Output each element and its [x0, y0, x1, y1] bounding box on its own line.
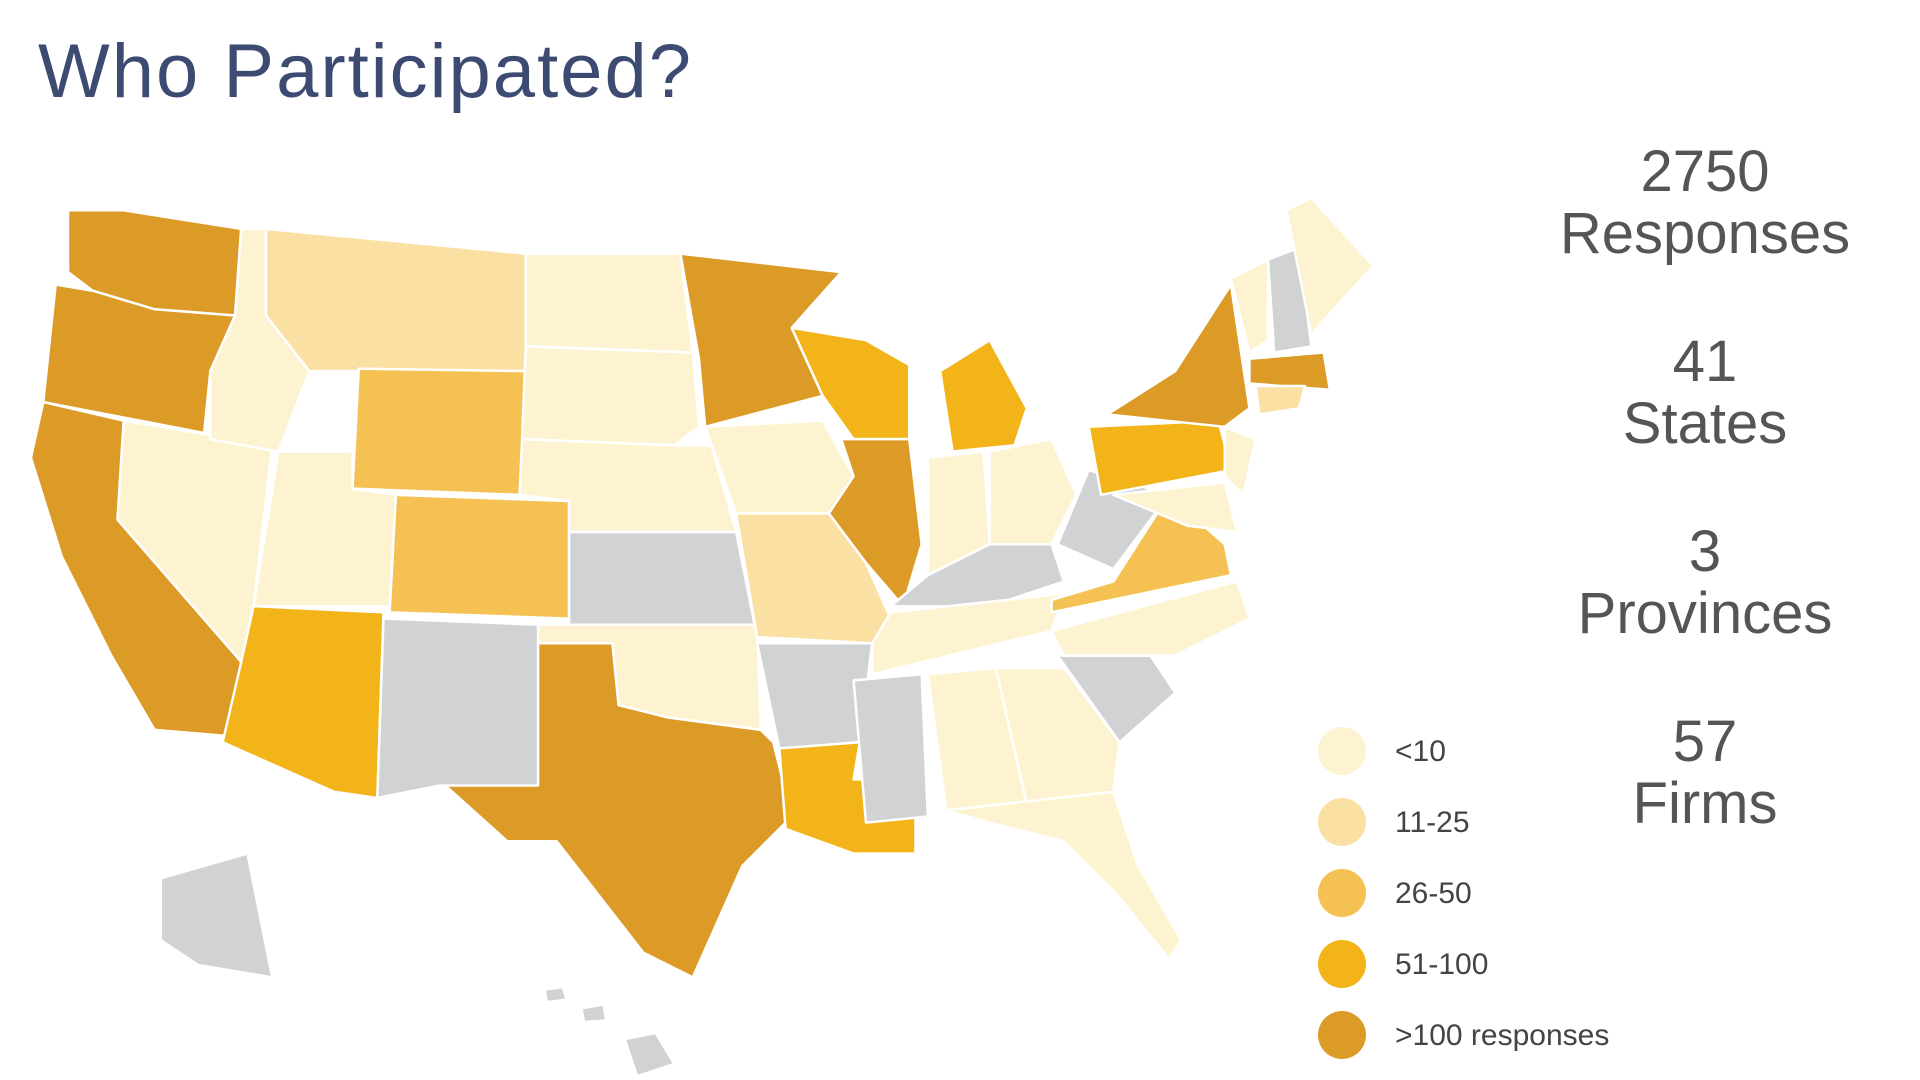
stat-value: 57 [1672, 709, 1738, 774]
legend-label: <10 [1395, 735, 1446, 768]
slide-title: Who Participated? [38, 29, 693, 114]
legend-label: 51-100 [1395, 948, 1488, 981]
legend-label: >100 responses [1395, 1019, 1609, 1052]
stat-label: Provinces [1577, 581, 1833, 646]
state [524, 252, 695, 354]
state [870, 592, 1066, 676]
states [29, 196, 1375, 1078]
state [938, 338, 1029, 453]
stat-label: Firms [1632, 771, 1778, 836]
state [444, 642, 793, 979]
state [1112, 481, 1239, 534]
legend-swatch [1318, 940, 1366, 988]
state [1223, 425, 1257, 497]
state [945, 790, 1183, 960]
state [567, 530, 756, 626]
state [1254, 384, 1307, 416]
state [988, 437, 1078, 546]
legend-label: 26-50 [1395, 877, 1472, 910]
state [1229, 258, 1270, 354]
state [388, 493, 571, 620]
stat-value: 2750 [1640, 139, 1770, 204]
state [623, 1031, 676, 1078]
state [543, 985, 568, 1004]
state [852, 672, 930, 824]
state [994, 666, 1121, 806]
stat-value: 41 [1672, 329, 1738, 394]
state [827, 437, 923, 608]
state [1248, 351, 1332, 391]
state [159, 852, 274, 979]
legend-label: 11-25 [1395, 806, 1470, 839]
legend-swatch [1318, 727, 1366, 775]
stat-label: States [1622, 391, 1788, 456]
state [376, 617, 540, 800]
legend: <10 11-25 26-50 51-100 >100 responses [1318, 727, 1609, 1059]
stat-value: 3 [1688, 519, 1722, 584]
state [580, 1003, 608, 1024]
state [351, 367, 528, 497]
state [520, 345, 701, 447]
state [1285, 196, 1375, 336]
state [264, 227, 528, 373]
stat-label: Responses [1559, 201, 1851, 266]
state [1105, 283, 1251, 429]
legend-swatch [1318, 798, 1366, 846]
state [1050, 580, 1251, 657]
legend-swatch [1318, 869, 1366, 917]
state [221, 604, 385, 800]
legend-swatch [1318, 1011, 1366, 1059]
